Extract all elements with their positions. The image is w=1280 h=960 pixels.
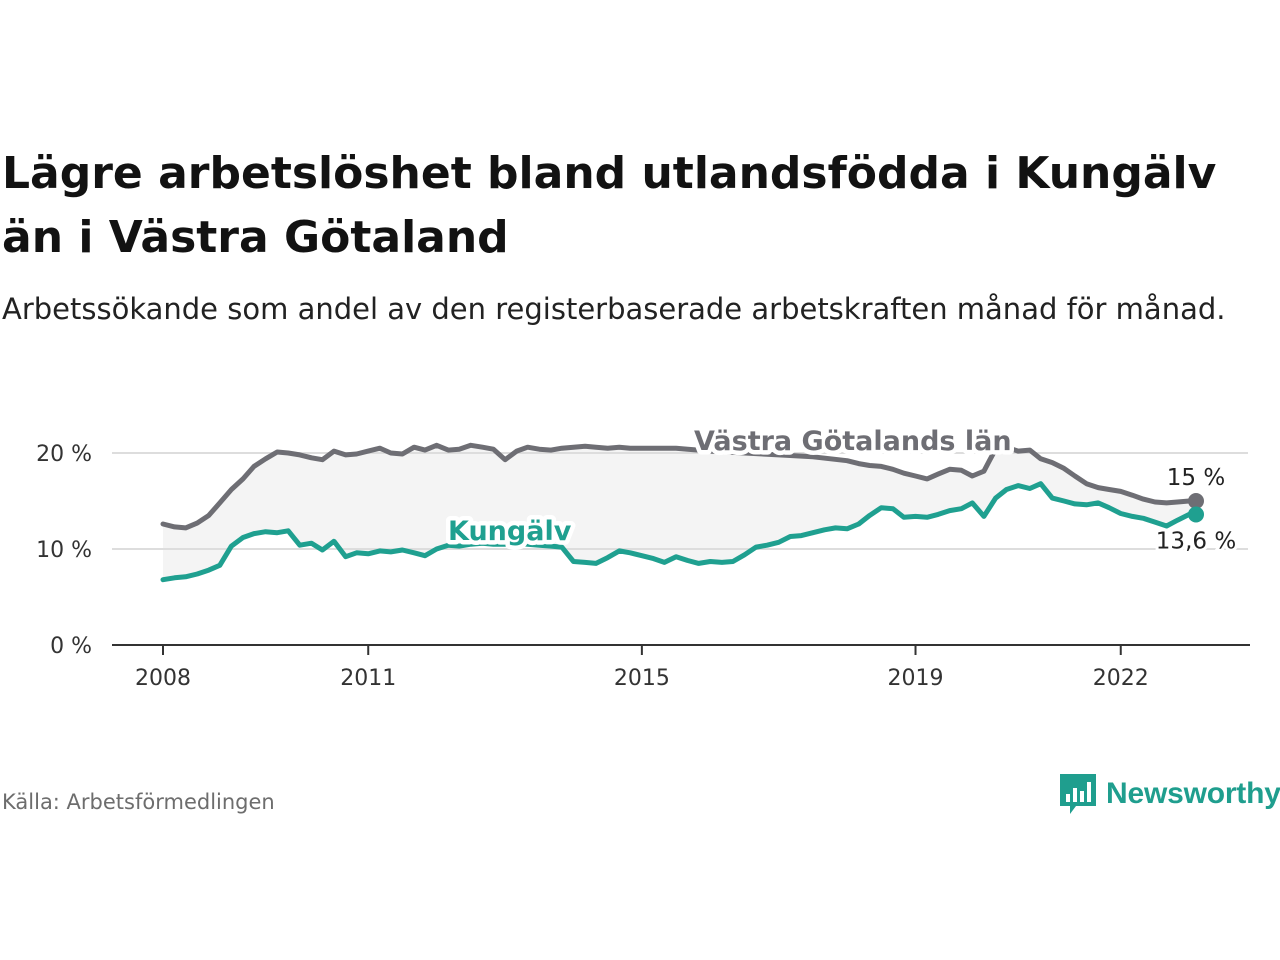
end-point-kungalv bbox=[1188, 506, 1204, 523]
series-label-kungalv: Kungälv bbox=[448, 516, 572, 547]
y-tick-label: 20 % bbox=[36, 442, 92, 467]
series-label-vastra-gotaland: Västra Götalands län bbox=[694, 426, 1012, 457]
line-chart: 0 % 10 % 20 % 2008 2011 2015 2019 2022 Västra Gö… bbox=[36, 422, 1250, 691]
chart-title: Lägre arbetslöshet bland utlandsfödda i … bbox=[2, 148, 1217, 263]
x-tick-label: 2022 bbox=[1093, 666, 1149, 691]
y-tick-label: 0 % bbox=[50, 634, 92, 659]
end-point-vastra-gotaland bbox=[1188, 493, 1204, 509]
brand-name: Newsworthy bbox=[1106, 777, 1280, 810]
newsworthy-logo-icon bbox=[1060, 774, 1096, 814]
y-tick-label: 10 % bbox=[36, 538, 92, 563]
x-tick-label: 2011 bbox=[340, 666, 396, 691]
x-tick-label: 2008 bbox=[135, 666, 191, 691]
brand-logo[interactable]: Newsworthy bbox=[1058, 772, 1280, 816]
range-band bbox=[163, 445, 1196, 580]
x-tick-label: 2015 bbox=[614, 666, 670, 691]
chart-subtitle: Arbetssökande som andel av den registerb… bbox=[2, 292, 1226, 326]
series-line-kungalv bbox=[160, 481, 1199, 583]
end-label-vastra-gotaland: 15 % bbox=[1167, 465, 1225, 491]
end-label-kungalv: 13,6 % bbox=[1156, 528, 1236, 554]
series-line-vastra-gotaland bbox=[160, 442, 1199, 531]
x-tick-label: 2019 bbox=[888, 666, 944, 691]
source-note: Källa: Arbetsförmedlingen bbox=[2, 790, 275, 814]
